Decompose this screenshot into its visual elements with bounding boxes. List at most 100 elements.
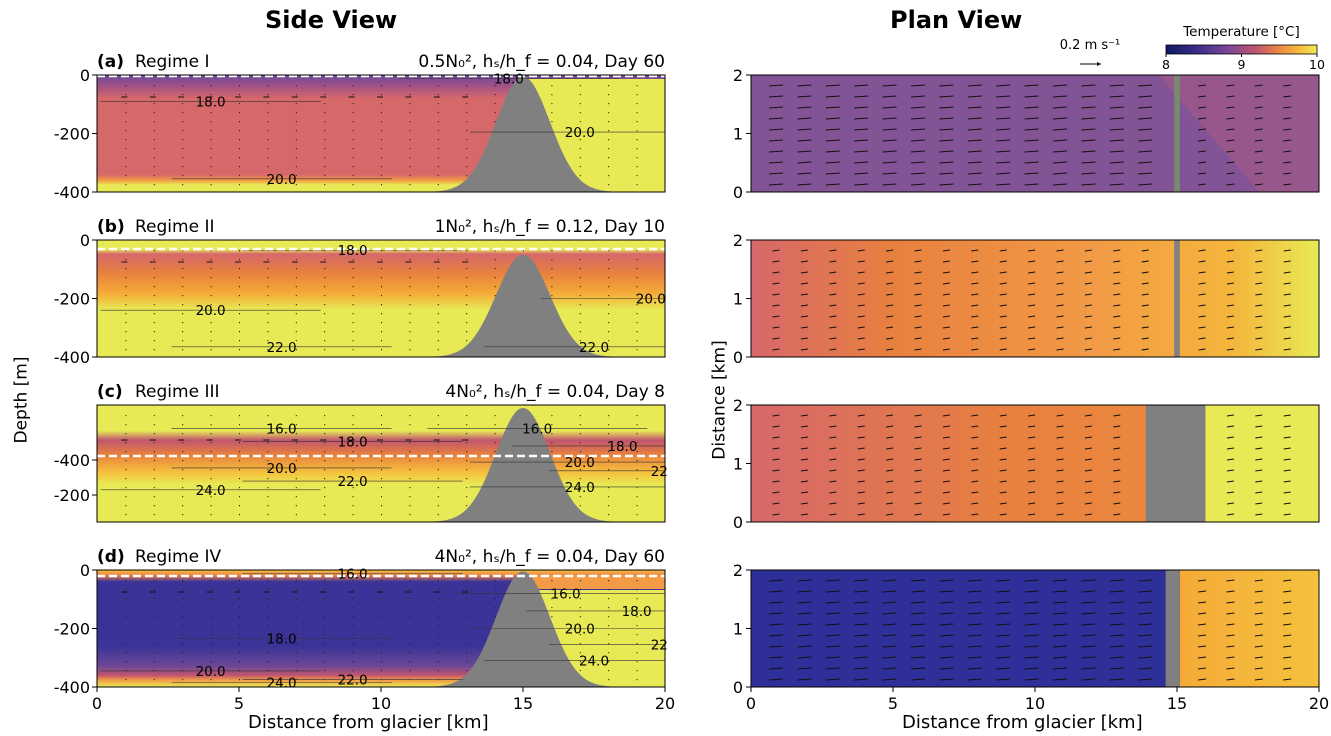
colorbar-tick-label: 8 [1162,57,1170,72]
velocity-vector [153,442,155,444]
velocity-vector [381,94,382,96]
velocity-vector [437,340,439,342]
velocity-vector [910,634,926,637]
plan-panel-4-right-basin [1179,570,1319,687]
velocity-vector [608,634,610,636]
velocity-vector [381,184,382,186]
velocity-vector [239,148,240,150]
velocity-vector [153,268,155,270]
velocity-vector [1024,601,1039,604]
velocity-vector [210,514,212,516]
velocity-vector [466,121,468,123]
sill-band [1145,405,1206,522]
velocity-vector [210,616,212,618]
velocity-vector [996,678,1011,681]
velocity-vector [1226,469,1234,472]
velocity-vector [125,286,127,288]
x-tick-label: 10 [1025,694,1045,713]
velocity-vector [153,277,155,279]
velocity-vector [239,607,240,609]
velocity-vector [1254,172,1263,175]
velocity-vector [494,433,496,435]
velocity-vector [772,260,780,263]
velocity-vector [1226,656,1235,659]
velocity-vector [352,598,354,600]
velocity-vector [352,415,354,417]
velocity-vector [608,424,610,426]
velocity-vector [210,607,212,609]
panel-label: (d) [97,547,125,567]
velocity-vector [1028,304,1036,307]
velocity-vector [1113,458,1121,461]
velocity-vector [466,148,468,150]
velocity-vector [295,616,297,618]
velocity-vector [1283,634,1292,637]
velocity-vector [239,130,240,132]
velocity-vector [182,433,184,435]
velocity-vector [1198,326,1206,329]
velocity-vector [971,436,979,439]
velocity-vector [551,286,553,288]
velocity-vector [999,260,1007,263]
velocity-vector [381,424,382,426]
velocity-vector [125,184,127,186]
velocity-vector [466,259,468,261]
velocity-vector [1197,656,1207,659]
velocity-vector [409,478,411,480]
velocity-vector [409,580,411,582]
velocity-vector [210,313,212,315]
velocity-vector [352,286,354,288]
velocity-vector [942,491,950,494]
velocity-vector [494,277,496,279]
y-tick-label: 0 [733,183,743,202]
velocity-vector [210,415,212,417]
velocity-vector [409,130,411,132]
velocity-vector [882,106,897,109]
velocity-vector [523,250,524,252]
velocity-vector [1255,480,1263,483]
velocity-vector [352,469,354,471]
velocity-vector [825,139,840,142]
velocity-vector [967,183,982,186]
velocity-vector [551,598,553,600]
velocity-vector [381,313,382,315]
velocity-vector [182,442,184,444]
velocity-vector [153,469,155,471]
velocity-vector [1024,161,1039,164]
velocity-vector [608,580,610,582]
contour-label: 18.0 [267,632,297,648]
velocity-vector [295,295,297,297]
velocity-vector [182,157,184,159]
velocity-vector [942,425,950,428]
velocity-vector [825,678,840,681]
velocity-vector [996,95,1011,98]
velocity-vector [886,337,894,340]
velocity-vector [1024,150,1039,153]
velocity-vector [829,249,837,252]
velocity-vector [352,94,354,96]
velocity-vector [494,598,496,600]
velocity-vector [125,166,127,168]
velocity-vector [267,121,269,123]
velocity-vector [1052,183,1068,186]
velocity-vector [1198,282,1206,285]
velocity-vector [1197,678,1207,681]
velocity-vector [1028,447,1036,450]
velocity-vector [999,304,1007,307]
velocity-vector [182,589,184,591]
velocity-vector [1056,447,1064,450]
velocity-vector [239,487,240,489]
velocity-vector [352,349,354,351]
velocity-vector [608,184,610,186]
velocity-vector [967,139,982,142]
velocity-vector [324,616,326,618]
velocity-vector [466,277,468,279]
velocity-vector [381,130,382,132]
velocity-vector [579,130,581,132]
velocity-vector [910,161,926,164]
velocity-vector [324,268,326,270]
velocity-vector [1113,315,1121,318]
velocity-vector [854,95,869,98]
velocity-vector [886,458,894,461]
velocity-vector [1052,623,1068,626]
